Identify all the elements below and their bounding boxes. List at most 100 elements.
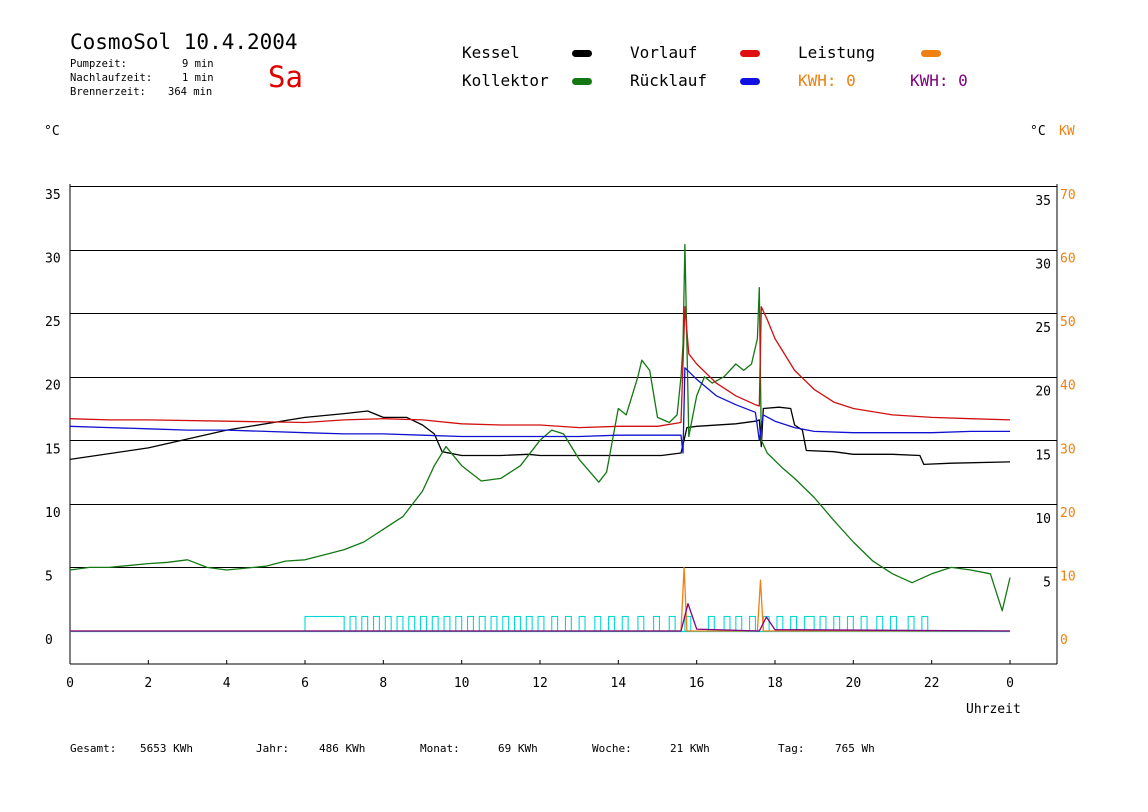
pump-on-marker	[803, 615, 815, 632]
legend-ruecklauf-swatch	[740, 78, 760, 85]
legend-vorlauf-swatch	[740, 50, 760, 57]
x-tick-label: 14	[611, 676, 627, 691]
pump-on-marker	[668, 615, 676, 632]
pump-on-marker	[621, 615, 629, 632]
pump-on-marker	[594, 615, 602, 632]
x-axis-label: Uhrzeit	[966, 702, 1021, 717]
legend-leistung-swatch	[921, 50, 941, 57]
y-tick-label-right-celsius: 10	[1035, 512, 1051, 527]
y-tick-label-left: 0	[45, 633, 53, 648]
legend-kollektor-label: Kollektor	[462, 71, 549, 90]
legend-vorlauf-label: Vorlauf	[630, 43, 698, 62]
pump-on-marker	[419, 615, 427, 632]
pump-on-marker	[607, 615, 615, 632]
legend-kwh-orange: KWH: 0	[798, 71, 856, 90]
x-tick-label: 18	[767, 676, 783, 691]
legend-kessel-swatch	[572, 50, 592, 57]
y-tick-label-left: 20	[45, 379, 61, 394]
y-tick-label-right-celsius: 5	[1043, 575, 1051, 590]
footer-gesamt-value: 5653 KWh	[140, 742, 193, 755]
pump-on-marker	[431, 615, 439, 632]
pump-on-marker	[907, 615, 915, 632]
pump-on-marker	[889, 615, 897, 632]
series-line-vorlauf	[69, 306, 1011, 429]
x-tick-label: 20	[846, 676, 862, 691]
x-tick-label: 6	[301, 676, 309, 691]
right-axis-unit-celsius: °C	[1030, 124, 1046, 139]
footer-monat-value: 69 KWh	[498, 742, 538, 755]
series-line-rcklauf	[69, 367, 1010, 454]
pump-on-marker	[707, 615, 715, 632]
pump-on-marker	[478, 615, 486, 632]
pump-on-marker	[349, 615, 357, 632]
pump-on-marker	[408, 615, 416, 632]
y-tick-label-right-celsius: 25	[1035, 321, 1051, 336]
pumpzeit-value: 9 min	[182, 58, 214, 70]
legend-ruecklauf-label: Rücklauf	[630, 71, 708, 90]
nachlaufzeit-value: 1 min	[182, 72, 214, 84]
legend-kollektor-swatch	[572, 78, 592, 85]
y-tick-label-right-kw: 40	[1060, 379, 1076, 394]
pump-on-marker	[537, 615, 545, 632]
brennerzeit-value: 364 min	[168, 86, 213, 98]
legend-kwh-purple: KWH: 0	[910, 71, 968, 90]
pump-on-marker	[551, 615, 559, 632]
pump-on-marker	[860, 615, 868, 632]
pump-on-marker	[455, 615, 463, 632]
pump-on-marker	[578, 615, 586, 632]
pump-on-marker	[723, 615, 731, 632]
right-axis-unit-kw: KW	[1059, 124, 1075, 139]
pump-on-marker	[372, 615, 380, 632]
x-tick-label: 12	[532, 676, 548, 691]
y-tick-label-right-kw: 50	[1060, 315, 1076, 330]
pump-on-marker	[790, 615, 798, 632]
y-tick-label-left: 15	[45, 442, 61, 457]
y-tick-label-right-celsius: 15	[1035, 448, 1051, 463]
x-tick-label: 2	[144, 676, 152, 691]
x-tick-label: 22	[924, 676, 940, 691]
y-tick-label-right-kw: 20	[1060, 506, 1076, 521]
footer-monat-label: Monat:	[420, 742, 460, 755]
pump-on-marker	[921, 615, 929, 632]
x-tick-label: 0	[66, 676, 74, 691]
y-tick-label-left: 35	[45, 188, 61, 203]
pump-on-marker	[846, 615, 854, 632]
weekday-label: Sa	[268, 60, 303, 94]
pump-on-marker	[564, 615, 572, 632]
x-tick-label: 16	[689, 676, 705, 691]
pump-on-marker	[653, 615, 661, 632]
y-tick-label-right-celsius: 35	[1035, 194, 1051, 209]
pump-on-marker	[876, 615, 884, 632]
footer-woche-label: Woche:	[592, 742, 632, 755]
x-tick-label: 10	[454, 676, 470, 691]
pump-on-marker	[490, 615, 498, 632]
series-line-kwh	[70, 603, 1011, 632]
y-tick-label-right-kw: 60	[1060, 252, 1076, 267]
y-tick-label-left: 10	[45, 506, 61, 521]
pump-on-marker	[384, 615, 392, 632]
series-line-kessel	[69, 406, 1011, 466]
pump-on-marker	[466, 615, 474, 632]
y-tick-label-left: 25	[45, 315, 61, 330]
left-axis-unit: °C	[44, 124, 60, 139]
chart-title: CosmoSol 10.4.2004	[70, 30, 298, 54]
legend-leistung-label: Leistung	[798, 43, 876, 62]
pump-on-marker	[776, 615, 784, 632]
pump-on-marker	[502, 615, 510, 632]
footer-tag-value: 765 Wh	[835, 742, 875, 755]
footer-jahr-label: Jahr:	[256, 742, 290, 755]
pump-on-marker	[525, 615, 533, 632]
pump-on-marker	[396, 615, 404, 632]
x-tick-label: 0	[1006, 676, 1014, 691]
footer-woche-value: 21 KWh	[670, 742, 710, 755]
y-tick-label-left: 30	[45, 252, 61, 267]
pump-on-marker	[833, 615, 841, 632]
footer-tag-label: Tag:	[778, 742, 805, 755]
pump-on-marker	[637, 615, 645, 632]
y-tick-label-right-kw: 10	[1060, 569, 1076, 584]
y-tick-label-right-celsius: 20	[1035, 385, 1051, 400]
x-tick-label: 8	[379, 676, 387, 691]
footer-gesamt-label: Gesamt:	[70, 742, 117, 755]
pump-on-marker	[361, 615, 369, 632]
